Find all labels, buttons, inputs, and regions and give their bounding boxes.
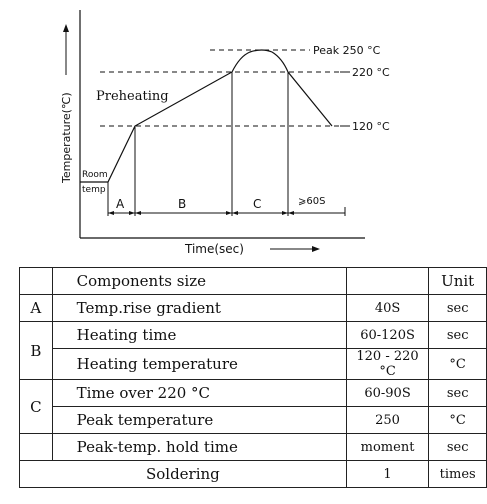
table-row: A Temp.rise gradient 40S sec (19, 294, 487, 322)
row-unit: °C (428, 406, 487, 434)
dim-arrow (288, 211, 294, 215)
table-row: Heating temperature 120 - 220 °C °C (20, 348, 487, 380)
row-code: C (19, 379, 53, 434)
reflow-spec-table: Components size Unit A Temp.rise gradien… (19, 267, 487, 488)
table-row: Peak-temp. hold time moment sec (19, 433, 487, 461)
hold-time-label: ⩾60S (298, 196, 325, 207)
x-axis-label: Time(sec) (184, 242, 244, 256)
row-name: Time over 220 °C (51, 379, 347, 407)
row-value: 40S (345, 294, 430, 322)
header-blank-cell (19, 267, 53, 295)
table-row: Peak temperature 250 °C (20, 406, 487, 434)
y-axis-arrow-head (63, 24, 69, 32)
level-120-label: 120 °C (352, 120, 390, 133)
soldering-value: 1 (345, 460, 430, 488)
row-value: moment (345, 433, 430, 461)
table-row: B Heating time 60-120S sec (19, 321, 487, 380)
soldering-unit: times (428, 460, 487, 488)
row-name: Peak-temp. hold time (51, 433, 347, 461)
zone-c-label: C (253, 197, 261, 211)
reflow-profile-curve (80, 49, 333, 183)
zone-a-label: A (116, 197, 125, 211)
header-unit: Unit (428, 267, 487, 295)
header-components-size: Components size (51, 267, 347, 295)
row-unit: sec (428, 433, 487, 461)
row-unit: sec (428, 294, 487, 322)
row-code: B (19, 321, 53, 380)
level-220-label: 220 °C (352, 66, 390, 79)
preheating-label: Preheating (96, 89, 169, 104)
dim-arrow (129, 211, 135, 215)
x-axis-arrow-head (312, 246, 320, 252)
row-unit: sec (428, 321, 487, 349)
dim-arrow (282, 211, 288, 215)
dim-arrow (108, 211, 114, 215)
soldering-label: Soldering (19, 460, 347, 488)
row-value: 120 - 220 °C (345, 348, 430, 380)
row-name: Heating time (51, 321, 347, 349)
table-header-row: Components size Unit (19, 267, 487, 295)
reflow-profile-diagram: Temperature(℃) A B C ⩾60S Peak 250 °C 22… (60, 10, 390, 256)
dim-arrow (135, 211, 141, 215)
header-value-blank (345, 267, 430, 295)
row-value: 60-90S (345, 379, 430, 407)
row-unit: sec (428, 379, 487, 407)
row-value: 250 (345, 406, 430, 434)
dim-arrow (226, 211, 232, 215)
soldering-row: Soldering 1 times (19, 460, 487, 488)
row-code: A (19, 294, 53, 322)
row-name: Temp.rise gradient (51, 294, 347, 322)
row-value: 60-120S (345, 321, 430, 349)
row-name: Heating temperature (51, 348, 347, 380)
dim-arrow (232, 211, 238, 215)
row-code-blank (19, 433, 53, 461)
row-unit: °C (428, 348, 487, 380)
peak-label: Peak 250 °C (313, 44, 381, 57)
table-row: C Time over 220 °C 60-90S sec (19, 379, 487, 434)
row-name: Peak temperature (51, 406, 347, 434)
y-axis-label: Temperature(℃) (60, 92, 73, 184)
room-temp-label-2: temp (82, 185, 106, 195)
room-temp-label: Room (82, 170, 108, 180)
zone-b-label: B (178, 197, 186, 211)
